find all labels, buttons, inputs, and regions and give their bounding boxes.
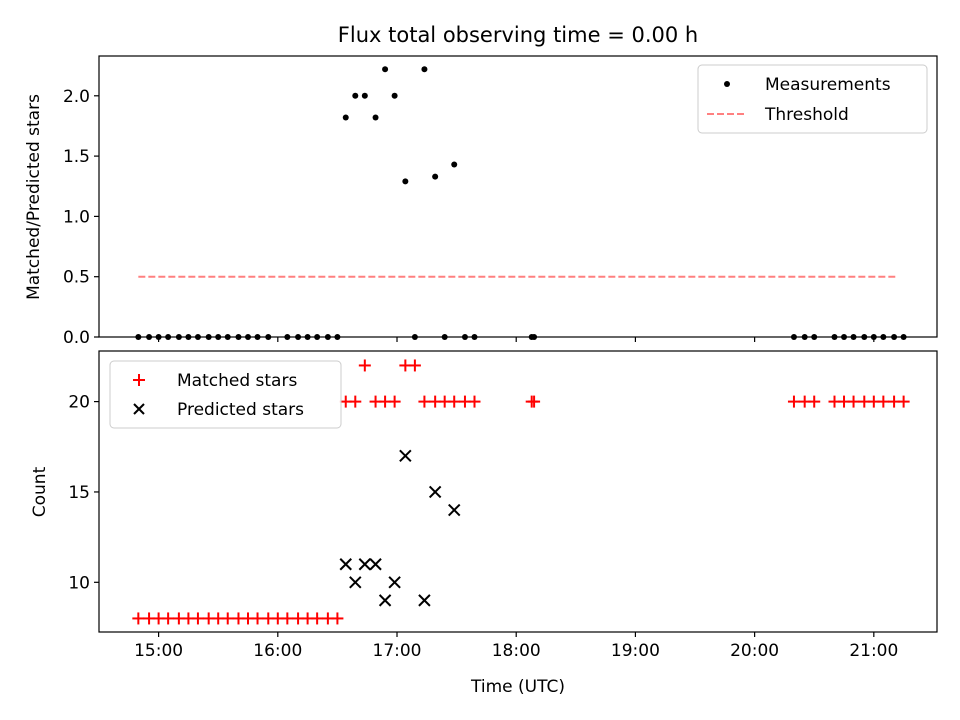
matched-stars-point bbox=[281, 612, 294, 625]
measurements-point bbox=[352, 92, 359, 99]
top-panel-x-ticks bbox=[158, 337, 875, 342]
matched-stars-point bbox=[132, 612, 145, 625]
y-tick-label: 1.5 bbox=[63, 147, 90, 167]
bottom-panel: 10 15 20 15:00 16:00 17:00 18:00 19:00 20:00 21:… bbox=[30, 350, 938, 697]
matched-stars-point bbox=[331, 612, 344, 625]
matched-stars-point bbox=[388, 395, 401, 408]
matched-stars-point bbox=[847, 395, 860, 408]
top-legend-frame bbox=[697, 64, 928, 134]
top-panel: 0.00.51.01.52.0 Matched/Predicted stars … bbox=[24, 55, 938, 348]
measurements-point bbox=[342, 114, 349, 121]
matched-stars-point bbox=[311, 612, 324, 625]
predicted-stars-point bbox=[428, 485, 442, 499]
x-tick-label: 18:00 bbox=[492, 641, 541, 661]
top-panel-y-label: Matched/Predicted stars bbox=[24, 94, 44, 300]
x-tick-label: 17:00 bbox=[373, 641, 422, 661]
matched-stars-point bbox=[418, 395, 431, 408]
top-panel-frame bbox=[98, 55, 938, 338]
matched-stars-point bbox=[877, 395, 890, 408]
y-tick-label: 2.0 bbox=[63, 87, 90, 107]
measurements-point bbox=[391, 92, 398, 99]
matched-stars-point bbox=[408, 359, 421, 372]
matched-stars-point bbox=[221, 612, 234, 625]
y-tick-label: 0.0 bbox=[63, 328, 90, 348]
predicted-stars-point bbox=[349, 576, 362, 589]
x-axis-label: Time (UTC) bbox=[470, 677, 565, 697]
legend-measurements-marker bbox=[724, 81, 730, 87]
bottom-panel-x-ticks: 15:00 16:00 17:00 18:00 19:00 20:00 21:00 bbox=[134, 632, 898, 661]
chart-title: Flux total observing time = 0.00 h bbox=[338, 23, 698, 47]
measurements-point bbox=[361, 92, 368, 99]
measurements-point bbox=[451, 161, 458, 168]
bottom-panel-y-label: Count bbox=[30, 466, 50, 517]
top-panel-y-ticks: 0.0 0.5 1.0 1.5 2.0 bbox=[63, 87, 99, 348]
matched-stars-point bbox=[251, 612, 264, 625]
matched-stars-point bbox=[808, 395, 821, 408]
matched-stars-point bbox=[897, 395, 910, 408]
x-tick-label: 20:00 bbox=[730, 641, 779, 661]
bottom-legend-frame bbox=[109, 360, 342, 429]
predicted-stars-point bbox=[388, 576, 401, 589]
bottom-legend: Matched stars Predicted stars bbox=[109, 360, 342, 429]
predicted-stars-point bbox=[399, 449, 412, 463]
matched-stars-point bbox=[358, 359, 371, 372]
matched-stars-point bbox=[349, 395, 362, 408]
predicted-stars-point bbox=[418, 594, 431, 607]
top-legend: Measurements Threshold bbox=[697, 64, 928, 134]
predicted-stars-point bbox=[369, 558, 382, 571]
y-tick-label: 15 bbox=[68, 483, 90, 503]
predicted-stars-point bbox=[358, 558, 372, 571]
measurements-point bbox=[421, 66, 428, 73]
matched-stars-point bbox=[448, 395, 461, 408]
predicted-stars-point bbox=[339, 558, 352, 571]
bottom-panel-marks bbox=[132, 359, 910, 625]
measurements-point bbox=[432, 173, 439, 180]
matched-stars-point bbox=[468, 395, 481, 408]
y-tick-label: 10 bbox=[68, 573, 90, 593]
y-tick-label: 1.0 bbox=[63, 207, 90, 227]
x-tick-label: 15:00 bbox=[134, 641, 183, 661]
legend-measurements-label: Measurements bbox=[765, 75, 891, 95]
matched-stars-point bbox=[528, 395, 541, 408]
legend-predicted-marker bbox=[133, 403, 145, 415]
legend-matched-marker bbox=[133, 374, 145, 386]
x-tick-label: 19:00 bbox=[611, 641, 660, 661]
bottom-panel-y-ticks: 10 15 20 bbox=[68, 393, 99, 593]
matched-stars-point bbox=[191, 612, 204, 625]
measurements-point bbox=[382, 66, 389, 73]
legend-threshold-label: Threshold bbox=[764, 105, 849, 125]
matched-stars-point bbox=[162, 612, 175, 625]
legend-predicted-label: Predicted stars bbox=[177, 400, 304, 420]
x-tick-label: 21:00 bbox=[849, 641, 898, 661]
y-tick-label: 20 bbox=[68, 393, 90, 413]
x-tick-label: 16:00 bbox=[253, 641, 302, 661]
legend-matched-label: Matched stars bbox=[177, 371, 297, 391]
predicted-stars-point bbox=[378, 594, 392, 607]
measurements-point bbox=[402, 178, 409, 185]
y-tick-label: 0.5 bbox=[63, 268, 90, 288]
matched-stars-point bbox=[787, 395, 800, 408]
measurements-point bbox=[372, 114, 379, 121]
predicted-stars-point bbox=[448, 503, 461, 517]
